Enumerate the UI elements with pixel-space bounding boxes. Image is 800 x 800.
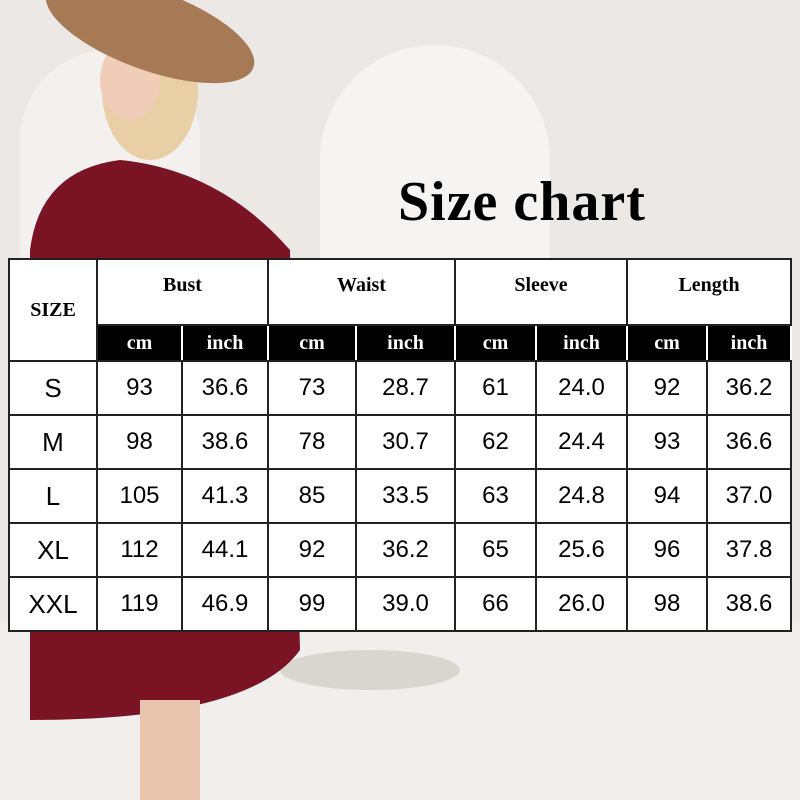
- group-header-bust: Bust: [96, 258, 269, 326]
- measurement-cell: 36.6: [706, 414, 792, 470]
- measurement-cell: 41.3: [181, 468, 269, 524]
- measurement-cell: 61: [454, 360, 537, 416]
- measurement-cell: 37.8: [706, 522, 792, 578]
- measurement-cell: 36.2: [355, 522, 456, 578]
- measurement-cell: 63: [454, 468, 537, 524]
- measurement-cell: 25.6: [535, 522, 628, 578]
- size-chart-table: SIZE Bust Waist Sleeve Length cm inch cm in…: [8, 258, 792, 632]
- measurement-cell: 24.8: [535, 468, 628, 524]
- window-arch: [320, 45, 550, 260]
- table-row: S 93 36.6 73 28.7 61 24.0 92 36.2: [8, 360, 792, 416]
- chair: [280, 650, 460, 690]
- measurement-cell: 36.2: [706, 360, 792, 416]
- size-header: SIZE: [8, 258, 98, 362]
- unit-row: cm inch cm inch cm inch cm inch: [9, 324, 792, 362]
- measurement-cell: 36.6: [181, 360, 269, 416]
- measurement-cell: 66: [454, 576, 537, 632]
- hat: [45, 0, 255, 84]
- measurement-cell: 98: [96, 414, 183, 470]
- measurement-cell: 92: [626, 360, 708, 416]
- unit-header: cm: [454, 324, 537, 362]
- measurement-cell: 46.9: [181, 576, 269, 632]
- header-row: SIZE Bust Waist Sleeve Length: [8, 258, 792, 362]
- size-chart-title: Size chart: [398, 171, 646, 233]
- measurement-cell: 112: [96, 522, 183, 578]
- unit-header: cm: [96, 324, 183, 362]
- measurement-cell: 93: [626, 414, 708, 470]
- table-row: XL 112 44.1 92 36.2 65 25.6 96 37.8: [8, 522, 792, 578]
- unit-header: inch: [535, 324, 628, 362]
- table-row: M 98 38.6 78 30.7 62 24.4 93 36.6: [8, 414, 792, 470]
- measurement-cell: 92: [267, 522, 357, 578]
- measurement-cell: 62: [454, 414, 537, 470]
- measurement-cell: 24.4: [535, 414, 628, 470]
- measurement-cell: 73: [267, 360, 357, 416]
- measurement-cell: 38.6: [706, 576, 792, 632]
- measurement-cell: 38.6: [181, 414, 269, 470]
- measurement-cell: 37.0: [706, 468, 792, 524]
- size-cell: XL: [8, 522, 98, 578]
- measurement-cell: 85: [267, 468, 357, 524]
- unit-header: inch: [355, 324, 456, 362]
- measurement-cell: 93: [96, 360, 183, 416]
- measurement-cell: 39.0: [355, 576, 456, 632]
- unit-header: cm: [626, 324, 708, 362]
- measurement-cell: 105: [96, 468, 183, 524]
- measurement-cell: 65: [454, 522, 537, 578]
- measurement-cell: 78: [267, 414, 357, 470]
- group-header-waist: Waist: [267, 258, 456, 326]
- measurement-cell: 119: [96, 576, 183, 632]
- group-header-sleeve: Sleeve: [454, 258, 628, 326]
- measurement-cell: 44.1: [181, 522, 269, 578]
- measurement-cell: 24.0: [535, 360, 628, 416]
- group-header-length: Length: [626, 258, 792, 326]
- measurement-cell: 33.5: [355, 468, 456, 524]
- unit-header: cm: [267, 324, 357, 362]
- unit-header: inch: [706, 324, 792, 362]
- size-cell: L: [8, 468, 98, 524]
- measurement-cell: 28.7: [355, 360, 456, 416]
- size-cell: XXL: [8, 576, 98, 632]
- unit-header: inch: [181, 324, 269, 362]
- size-cell: M: [8, 414, 98, 470]
- measurement-cell: 98: [626, 576, 708, 632]
- measurement-cell: 96: [626, 522, 708, 578]
- measurement-cell: 26.0: [535, 576, 628, 632]
- measurement-cell: 30.7: [355, 414, 456, 470]
- table-row: L 105 41.3 85 33.5 63 24.8 94 37.0: [8, 468, 792, 524]
- measurement-cell: 99: [267, 576, 357, 632]
- size-cell: S: [8, 360, 98, 416]
- measurement-cell: 94: [626, 468, 708, 524]
- table-row: XXL 119 46.9 99 39.0 66 26.0 98 38.6: [8, 576, 792, 632]
